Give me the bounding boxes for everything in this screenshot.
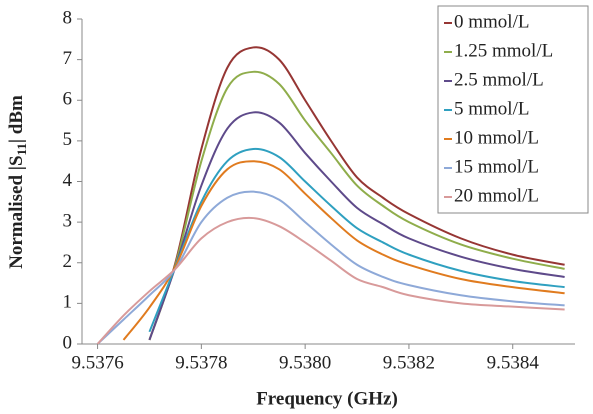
x-tick-label: 9.5382	[383, 352, 435, 373]
series-line	[148, 111, 565, 341]
series-line	[122, 160, 565, 341]
legend-label: 5 mmol/L	[454, 98, 529, 119]
y-tick-label: 4	[63, 170, 73, 191]
x-tick-label: 9.5380	[279, 352, 331, 373]
y-tick-label: 2	[63, 251, 73, 272]
legend-label: 1.25 mmol/L	[454, 40, 553, 61]
legend-label: 10 mmol/L	[454, 127, 539, 148]
series-line	[148, 70, 565, 341]
legend-label: 15 mmol/L	[454, 156, 539, 177]
y-tick-label: 6	[63, 89, 73, 110]
series-line	[96, 190, 565, 344]
y-tick-label: 0	[63, 332, 73, 353]
plot-area	[96, 46, 565, 344]
legend-label: 20 mmol/L	[454, 185, 539, 206]
x-axis-title: Frequency (GHz)	[256, 388, 398, 409]
y-title-subscript: 11	[14, 143, 29, 155]
series-line	[148, 46, 565, 341]
y-tick-label: 8	[63, 7, 73, 28]
y-axis-title: Normalised |S11| dBm	[6, 95, 29, 269]
y-tick-label: 1	[63, 292, 73, 313]
legend-label: 2.5 mmol/L	[454, 69, 544, 90]
y-tick-label: 7	[63, 48, 73, 69]
series-line	[96, 216, 565, 344]
legend-label: 0 mmol/L	[454, 11, 529, 32]
y-tick-label: 3	[63, 210, 73, 231]
legend-box	[437, 5, 589, 214]
y-tick-label: 5	[63, 129, 73, 150]
x-tick-label: 9.5376	[71, 352, 123, 373]
x-tick-label: 9.5384	[487, 352, 540, 373]
x-tick-label: 9.5378	[175, 352, 227, 373]
series-line	[148, 147, 565, 333]
y-title-part: Normalised |S	[6, 155, 27, 268]
y-title-part: | dBm	[6, 95, 27, 143]
